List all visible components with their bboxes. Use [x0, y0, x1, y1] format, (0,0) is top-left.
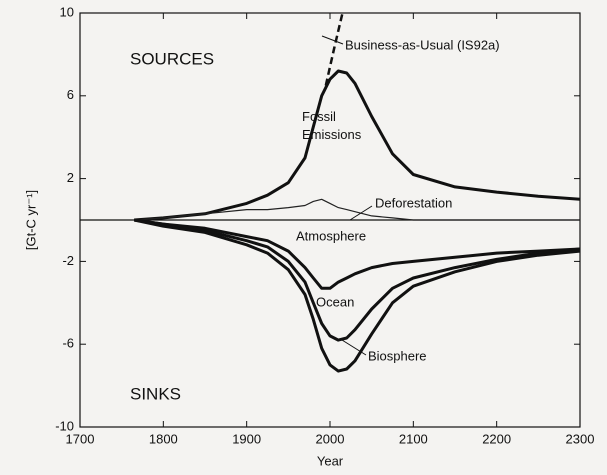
series-label: Business-as-Usual (IS92a) [345, 37, 500, 52]
x-tick-label: 1900 [232, 431, 261, 446]
x-tick-label: 1800 [149, 431, 178, 446]
y-tick-label: 2 [67, 170, 74, 185]
y-tick-label: -6 [62, 336, 74, 351]
series-line [133, 218, 581, 290]
annotation: SOURCES [130, 49, 214, 68]
series-line [133, 218, 581, 342]
y-tick-label: -10 [55, 418, 74, 433]
series-label: Biosphere [368, 348, 427, 363]
leader-line [341, 339, 367, 356]
leader-line [321, 35, 344, 45]
series-label: Fossil Emissions [302, 109, 362, 142]
x-tick-label: 2300 [566, 431, 595, 446]
y-tick-label: 10 [60, 4, 74, 19]
x-tick-label: 2200 [482, 431, 511, 446]
series-label: Atmosphere [296, 228, 366, 243]
series-label-text: Fossil Emissions [302, 109, 362, 142]
series-line [134, 69, 581, 222]
series-line [134, 198, 580, 221]
y-axis-label: [Gt-C yr⁻¹] [23, 190, 38, 250]
annotation: SINKS [130, 384, 181, 403]
x-tick-label: 2100 [399, 431, 428, 446]
x-tick-label: 2000 [316, 431, 345, 446]
y-tick-label: 6 [67, 87, 74, 102]
series-line [324, 12, 344, 86]
x-axis-label: Year [317, 453, 344, 468]
series-label: Deforestation [375, 195, 452, 210]
series-label: Ocean [316, 294, 354, 309]
x-tick-label: 1700 [66, 431, 95, 446]
leader-line [349, 205, 373, 221]
series-line [133, 218, 581, 373]
y-tick-label: -2 [62, 253, 74, 268]
